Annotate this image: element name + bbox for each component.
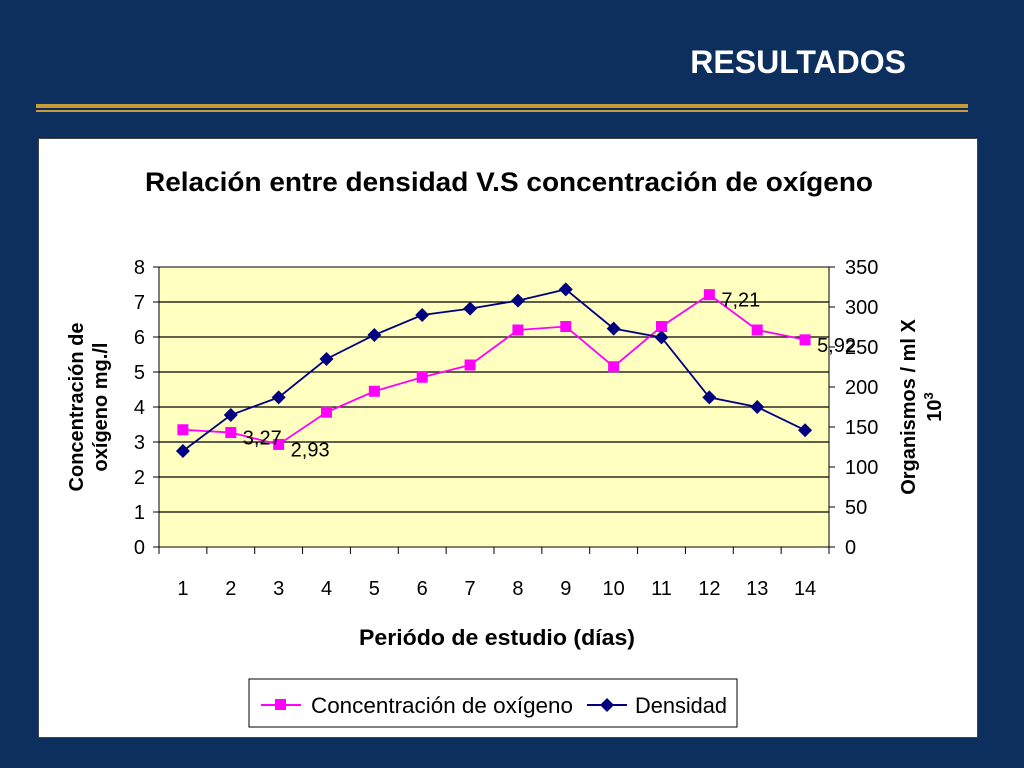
- y2-axis-tick-label: 350: [845, 257, 878, 279]
- data-label: 3,27: [243, 428, 282, 450]
- data-point-density: [271, 390, 286, 405]
- y-axis-tick-label: 5: [134, 362, 145, 384]
- legend-swatch-density-marker: [600, 698, 614, 712]
- x-axis-tick-label: 10: [603, 578, 625, 600]
- data-point-oxygen: [177, 424, 189, 436]
- y2-axis-tick-label: 50: [845, 497, 867, 519]
- x-axis-tick-label: 11: [651, 578, 672, 600]
- y2-axis-tick-label: 300: [845, 297, 878, 319]
- title-divider-thin: [36, 110, 968, 112]
- data-point-density: [510, 293, 525, 308]
- x-axis-tick-label: 1: [177, 578, 188, 600]
- title-divider: [36, 104, 968, 108]
- data-point-oxygen: [560, 321, 572, 332]
- legend-label-oxygen: Concentración de oxígeno: [311, 693, 573, 718]
- chart-title: Relación entre densidad V.S concentració…: [145, 167, 873, 197]
- data-point-density: [463, 301, 478, 316]
- data-point-density: [558, 282, 573, 297]
- legend: Concentración de oxígeno Densidad: [248, 678, 738, 728]
- data-point-oxygen: [321, 406, 332, 418]
- x-axis-tick-label: 12: [698, 578, 720, 600]
- x-axis-tick-label: 13: [746, 578, 768, 600]
- y2-axis-title-superscript: 3: [921, 392, 936, 399]
- data-point-density: [223, 408, 238, 422]
- data-point-density: [750, 400, 765, 414]
- y-axis-tick-label: 3: [134, 432, 145, 454]
- series-line-density: [182, 288, 806, 452]
- data-point-density: [319, 352, 334, 366]
- x-axis-tick-label: 3: [273, 578, 284, 600]
- series-line-oxygen: [182, 293, 806, 446]
- y-axis-tick-label: 6: [134, 327, 145, 349]
- y2-axis-tick-label: 150: [845, 417, 878, 439]
- data-point-oxygen: [799, 334, 811, 346]
- y-axis-title-line-2: oxígeno mg./l: [90, 343, 112, 472]
- data-point-oxygen: [273, 438, 285, 450]
- slide-title: RESULTADOS: [690, 44, 906, 80]
- x-axis-title: Periódo de estudio (días): [359, 625, 635, 650]
- data-point-oxygen: [512, 324, 524, 336]
- data-point-density: [367, 328, 382, 342]
- y-axis-title-line-1: Concentración de: [66, 323, 88, 492]
- data-point-oxygen: [416, 371, 428, 383]
- x-axis-tick-label: 6: [417, 578, 428, 600]
- legend-swatch-oxygen-marker: [275, 699, 286, 710]
- legend-label-density: Densidad: [635, 693, 727, 718]
- legend-box: [248, 678, 738, 728]
- y-axis-tick-label: 8: [134, 257, 145, 279]
- y2-axis-tick-label: 0: [845, 537, 856, 559]
- y2-axis-title-base: 10: [924, 399, 946, 421]
- y2-axis-title-line-1: Organismos / ml X: [898, 319, 920, 495]
- y-axis-tick-label: 4: [134, 397, 145, 419]
- data-labels: 3,27 2,93 7,21 5,92: [243, 290, 856, 462]
- data-point-density: [654, 330, 669, 345]
- data-point-density: [175, 444, 190, 458]
- data-label: 2,93: [291, 439, 330, 461]
- data-point-oxygen: [656, 321, 667, 332]
- x-axis-tick-label: 4: [321, 578, 332, 600]
- x-axis-tick-label: 9: [560, 578, 571, 600]
- y2-axis-tick-label: 250: [845, 337, 878, 359]
- y-axis-title: Concentración de oxígeno mg./l: [66, 323, 112, 492]
- series: [175, 282, 813, 458]
- data-point-oxygen: [368, 385, 380, 397]
- x-axis-tick-label: 2: [225, 578, 236, 600]
- gridlines: [159, 301, 829, 513]
- data-point-oxygen: [751, 324, 763, 336]
- chart-panel: 0 1 2 3 4 5 6 7 8 0 50 100 150 200 250 300 350 1 2 3 4 5 6 7 8 9 1…: [38, 138, 978, 738]
- y-axis-tick-label: 1: [134, 502, 145, 524]
- y-axis-tick-label: 7: [134, 292, 145, 314]
- data-label: 5,92: [817, 335, 856, 357]
- x-axis-tick-label: 5: [369, 578, 380, 600]
- x-axis-tick-label: 7: [465, 578, 476, 600]
- data-point-oxygen: [464, 359, 476, 371]
- data-point-density: [798, 423, 813, 438]
- y2-axis-title-line-2: 103: [921, 392, 946, 421]
- data-point-oxygen: [608, 361, 620, 373]
- x-axis-tick-label: 8: [512, 578, 523, 600]
- y2-axis-tick-label: 100: [845, 457, 878, 479]
- data-point-oxygen: [225, 427, 237, 439]
- data-point-density: [702, 390, 717, 405]
- y2-axis-tick-label: 200: [845, 377, 878, 399]
- data-point-density: [415, 308, 430, 322]
- x-axis-tick-label: 14: [794, 578, 816, 600]
- data-point-oxygen: [703, 289, 715, 301]
- data-label: 7,21: [721, 290, 760, 312]
- data-point-density: [606, 321, 621, 336]
- y2-axis-title: Organismos / ml X 103: [898, 319, 946, 495]
- y-axis-tick-label: 0: [134, 537, 145, 559]
- y-axis-tick-label: 2: [134, 467, 145, 489]
